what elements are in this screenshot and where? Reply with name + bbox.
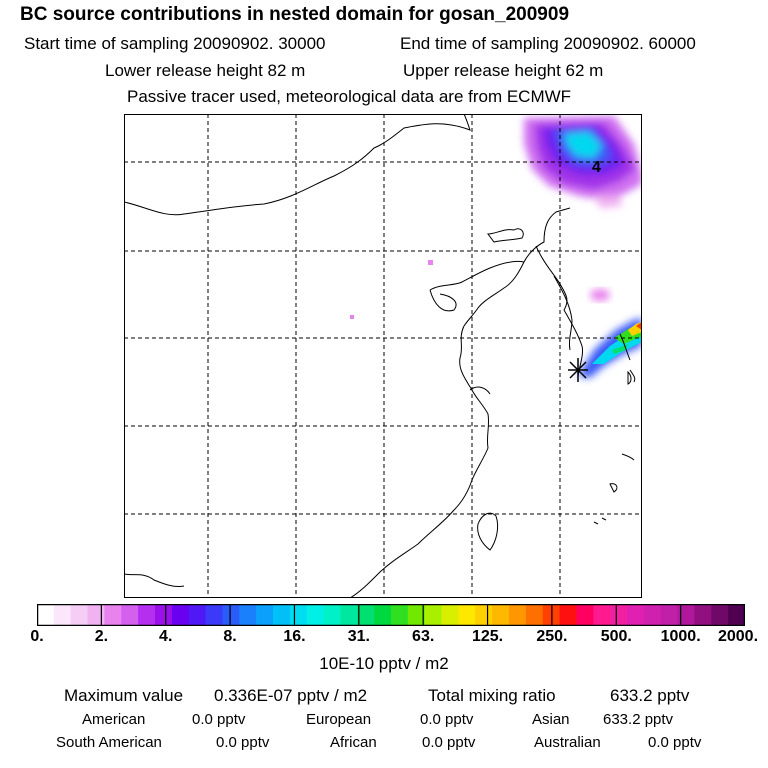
colorbar-cell xyxy=(407,604,426,626)
plume-northeast xyxy=(524,116,642,208)
colorbar-tick-label: 2. xyxy=(94,628,109,645)
colorbar-cell xyxy=(340,604,358,626)
region-value: 0.0 pptv xyxy=(192,711,246,728)
colorbar-units: 10E-10 pptv / m2 xyxy=(319,654,449,673)
colorbar-cell xyxy=(576,604,594,626)
colorbar-cell xyxy=(104,604,122,626)
colorbar-cell xyxy=(256,604,274,626)
colorbar-cell xyxy=(70,604,89,626)
colorbar-cell xyxy=(643,604,662,626)
map-background xyxy=(124,114,642,598)
colorbar-cell xyxy=(711,604,729,626)
region-value: 0.0 pptv xyxy=(422,734,476,751)
colorbar-cell xyxy=(525,604,544,626)
tracer-note: Passive tracer used, meteorological data… xyxy=(127,87,572,106)
plume-japan xyxy=(578,318,642,378)
region-name: South American xyxy=(56,734,162,751)
colorbar-cell xyxy=(273,604,291,626)
colorbar-cell xyxy=(627,604,645,626)
colorbar-tick-label: 2000. xyxy=(717,628,759,645)
colorbar-cell xyxy=(239,604,257,626)
source-contribution-map: 4 xyxy=(124,114,642,598)
colorbar-tick-label: 16. xyxy=(283,628,306,645)
colorbar-tick-label: 500. xyxy=(600,628,632,645)
coastlines xyxy=(124,114,636,598)
speck xyxy=(350,315,354,319)
region-value: 0.0 pptv xyxy=(216,734,270,751)
colorbar-cell xyxy=(610,604,628,626)
region-name: Asian xyxy=(532,711,570,728)
colorbar-cell xyxy=(155,604,173,626)
colorbar-cell xyxy=(593,604,611,626)
colorbar-tick-label: 8. xyxy=(223,628,237,645)
figure-title: BC source contributions in nested domain… xyxy=(20,4,570,25)
colorbar-cell xyxy=(289,604,308,626)
start-time-label: Start time of sampling 20090902. 30000 xyxy=(24,34,326,53)
speck xyxy=(428,260,433,265)
colorbar-cell xyxy=(222,604,240,626)
colorbar-tick-label: 125. xyxy=(471,628,504,645)
lower-release-height: Lower release height 82 m xyxy=(105,61,306,80)
region-value: 633.2 pptv xyxy=(603,711,674,728)
colorbar-tick-label: 1000. xyxy=(660,628,701,645)
colorbar-tick-label: 4. xyxy=(159,628,173,645)
colorbar-cell xyxy=(694,604,712,626)
colorbar-cell xyxy=(424,604,443,626)
colorbar-tick-label: 63. xyxy=(412,628,435,645)
colorbar-cell xyxy=(492,604,510,626)
region-name: American xyxy=(82,711,146,728)
colorbar-cell xyxy=(728,604,745,626)
region-value: 0.0 pptv xyxy=(420,711,474,728)
colorbar-cell xyxy=(357,604,375,626)
colorbar-cell xyxy=(53,604,72,626)
contour-label: 4 xyxy=(592,159,601,176)
colorbar-cell xyxy=(205,604,224,626)
colorbar-cell xyxy=(37,604,55,626)
map-frame xyxy=(124,114,642,598)
colorbar-cell xyxy=(509,604,527,626)
colorbar-cell xyxy=(559,604,578,626)
colorbar-cell xyxy=(677,604,696,626)
region-name: African xyxy=(330,734,377,751)
colorbar-cell xyxy=(660,604,679,626)
region-value: 0.0 pptv xyxy=(648,734,702,751)
colorbar-cell xyxy=(441,604,460,626)
region-name: European xyxy=(306,711,372,728)
colorbar xyxy=(37,604,745,626)
colorbar-cell xyxy=(121,604,139,626)
colorbar-tick-label: 250. xyxy=(536,628,568,645)
upper-release-height: Upper release height 62 m xyxy=(403,61,604,80)
colorbar-cell xyxy=(188,604,207,626)
colorbar-cell xyxy=(87,604,106,626)
colorbar-cell xyxy=(306,604,325,626)
colorbar-cell xyxy=(458,604,476,626)
max-value-label: Maximum value xyxy=(64,686,184,705)
colorbar-cell xyxy=(138,604,156,626)
colorbar-cell xyxy=(374,604,392,626)
end-time-label: End time of sampling 20090902. 60000 xyxy=(400,34,696,53)
colorbar-cell xyxy=(323,604,342,626)
total-mixing-label: Total mixing ratio xyxy=(428,686,556,705)
total-mixing-value: 633.2 pptv xyxy=(610,686,690,705)
colorbar-cell xyxy=(475,604,493,626)
map-gridlines xyxy=(124,114,642,598)
region-name: Australian xyxy=(534,734,601,751)
colorbar-cell xyxy=(391,604,409,626)
colorbar-tick-label: 0. xyxy=(30,628,44,645)
receptor-star-icon xyxy=(568,358,588,382)
colorbar-tick-label: 31. xyxy=(347,628,370,645)
plume-korea xyxy=(590,289,610,301)
max-value: 0.336E-07 pptv / m2 xyxy=(214,686,368,705)
colorbar-cell xyxy=(171,604,190,626)
